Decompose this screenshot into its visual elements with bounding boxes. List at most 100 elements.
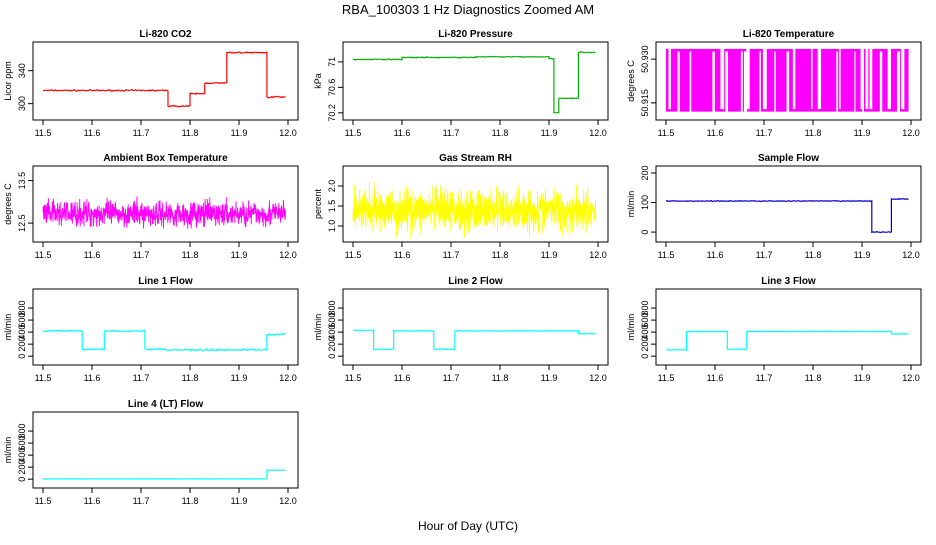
y-tick-label: 0: [327, 354, 337, 359]
panel-title: Ambient Box Temperature: [103, 153, 228, 164]
y-tick-label: 800: [17, 301, 27, 316]
x-tick-label: 11.7: [756, 373, 773, 383]
x-tick-label: 11.5: [35, 496, 52, 506]
series-gap: [740, 51, 743, 112]
y-tick-label: 1.0: [327, 220, 337, 233]
x-tick-label: 12.0: [589, 250, 607, 260]
x-tick-label: 12.0: [902, 128, 920, 138]
x-tick-label: 11.6: [707, 128, 724, 138]
panel-9-data: [665, 330, 909, 351]
y-axis-label: ml/min: [626, 191, 636, 218]
y-tick-label: 13.5: [17, 172, 27, 190]
panel-title: Line 2 Flow: [448, 276, 503, 287]
x-tick-label: 11.5: [35, 250, 52, 260]
x-tick-label: 11.9: [854, 128, 871, 138]
x-tick-label: 12.0: [279, 373, 297, 383]
x-tick-label: 11.5: [345, 128, 362, 138]
panel-5-data: [352, 181, 596, 240]
x-tick-label: 11.5: [658, 128, 675, 138]
x-tick-label: 12.0: [589, 128, 607, 138]
panel-8: Line 2 Flow 11.5 11.6 11.7 11.8 11.9 12.0 0 2004…: [313, 276, 609, 383]
series-line: [665, 330, 909, 351]
x-tick-label: 11.7: [133, 373, 150, 383]
y-tick-label: 0: [17, 354, 27, 359]
panel-10-data: [42, 469, 286, 480]
x-tick-label: 11.7: [443, 373, 460, 383]
plot-frame: [655, 165, 922, 243]
panel-6-data: [665, 197, 909, 234]
panel-9: Line 3 Flow 11.5 11.6 11.7 11.8 11.9 12.0 0 2004…: [626, 276, 922, 383]
panel-1: Li-820 CO2 11.5 11.6 11.7 11.8 11.9 12.0 300 340…: [3, 29, 299, 138]
x-tick-label: 11.8: [492, 373, 509, 383]
x-tick-label: 11.8: [805, 250, 822, 260]
series-line: [42, 469, 286, 480]
panel-4: Ambient Box Temperature 11.5 11.6 11.7 11.8 1…: [3, 153, 299, 260]
y-axis-label: kPa: [313, 73, 323, 89]
y-tick-label: 100: [640, 195, 650, 210]
panel-2-data: [352, 51, 596, 114]
panel-title: Gas Stream RH: [439, 153, 512, 164]
plot-frame: [655, 288, 922, 366]
panel-6: Sample Flow 11.5 11.6 11.7 11.8 11.9 12.0 0 100 2…: [626, 153, 922, 260]
y-tick-label: 800: [17, 424, 27, 439]
x-tick-label: 12.0: [279, 250, 297, 260]
y-axis-label: ml/min: [313, 314, 323, 341]
x-tick-label: 11.6: [394, 128, 411, 138]
x-tick-label: 12.0: [902, 250, 920, 260]
x-tick-label: 11.9: [854, 250, 871, 260]
figure-xlabel: Hour of Day (UTC): [418, 519, 518, 533]
y-tick-label: 400: [17, 325, 27, 340]
y-axis-label: ml/min: [3, 437, 13, 464]
series-gap: [762, 48, 767, 110]
x-tick-label: 11.5: [35, 373, 52, 383]
x-tick-label: 11.6: [394, 250, 411, 260]
y-tick-label: 300: [17, 96, 27, 111]
x-tick-label: 11.8: [182, 128, 199, 138]
x-tick-label: 11.6: [707, 250, 724, 260]
panel-1-data: [42, 51, 286, 108]
x-tick-label: 11.7: [133, 496, 150, 506]
series-gap: [689, 51, 692, 112]
series-gap: [811, 48, 813, 110]
x-tick-label: 11.8: [182, 373, 199, 383]
x-tick-label: 11.8: [805, 373, 822, 383]
series-gap: [725, 51, 729, 112]
panel-title: Line 4 (LT) Flow: [128, 399, 204, 410]
x-tick-label: 11.7: [756, 250, 773, 260]
y-tick-label: 340: [17, 63, 27, 78]
x-tick-label: 11.5: [345, 250, 362, 260]
x-tick-label: 11.6: [707, 373, 724, 383]
panel-5: Gas Stream RH 11.5 11.6 11.7 11.8 11.9 12.0 1.0…: [313, 153, 609, 260]
x-tick-label: 11.7: [133, 250, 150, 260]
x-tick-label: 11.8: [805, 128, 822, 138]
y-tick-label: 71: [327, 57, 337, 67]
x-tick-label: 11.6: [84, 128, 101, 138]
series-gap: [869, 48, 873, 110]
plot-frame: [32, 288, 299, 366]
y-tick-label: 800: [327, 301, 337, 316]
series-gap: [838, 48, 841, 110]
x-tick-label: 12.0: [589, 373, 607, 383]
panel-10: Line 4 (LT) Flow 11.5 11.6 11.7 11.8 11.9 12.0…: [3, 399, 299, 506]
panel-2: Li-820 Pressure 11.5 11.6 11.7 11.8 11.9 12.0 7…: [313, 29, 609, 138]
series-gap: [879, 51, 883, 112]
y-tick-label: 800: [640, 301, 650, 316]
series-gap: [746, 48, 750, 110]
y-axis-label: degrees C: [3, 183, 13, 225]
x-tick-label: 11.9: [854, 373, 871, 383]
y-tick-label: 200: [17, 460, 27, 475]
y-axis-label: degrees C: [626, 60, 636, 102]
panel-3-data: [666, 48, 909, 112]
y-tick-label: 400: [640, 325, 650, 340]
x-tick-label: 11.9: [231, 250, 248, 260]
y-tick-label: 70.6: [327, 79, 337, 97]
series-gap: [860, 48, 864, 110]
series-gap: [817, 48, 822, 110]
y-tick-label: 50.930: [640, 45, 650, 73]
series-line: [42, 51, 286, 108]
panel-title: Line 3 Flow: [761, 276, 816, 287]
series-gap: [865, 48, 869, 110]
series-line: [42, 196, 286, 229]
